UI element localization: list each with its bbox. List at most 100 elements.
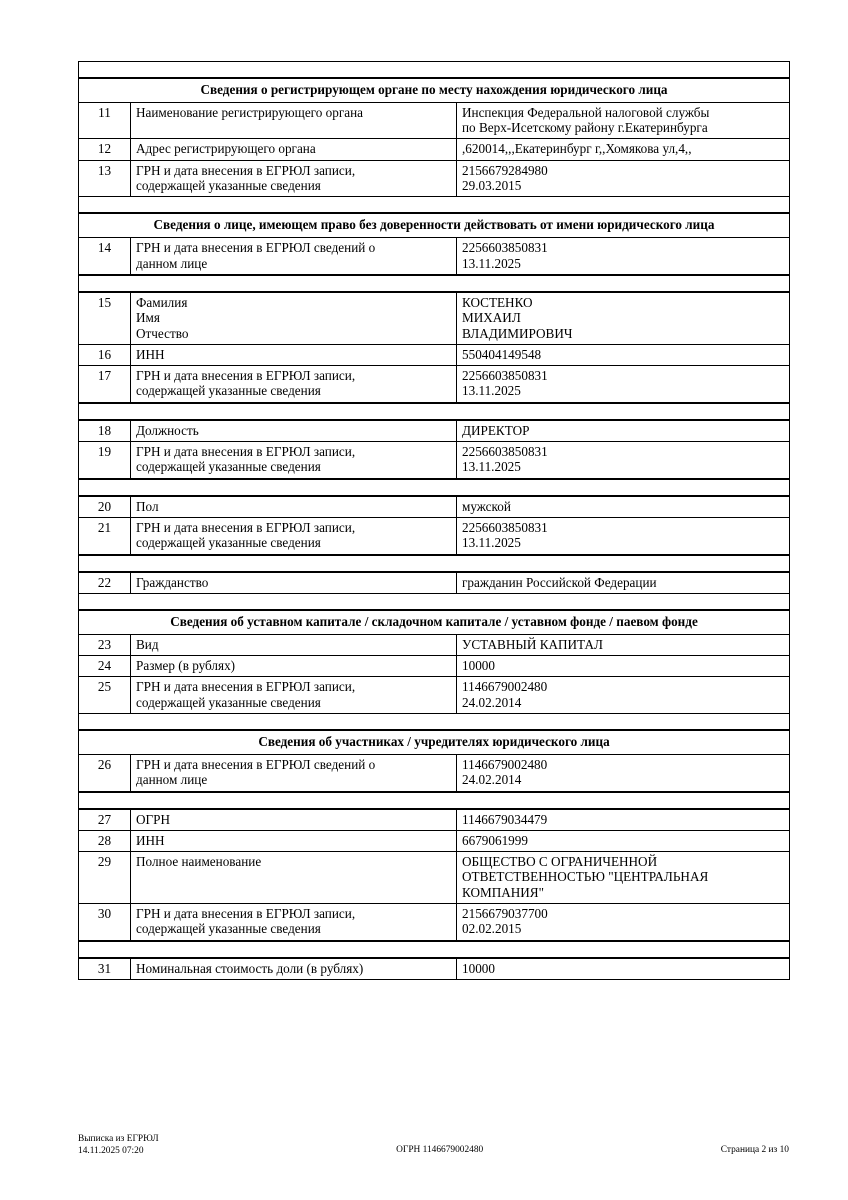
row-number: 16 xyxy=(78,343,131,367)
table-row: 11 Наименование регистрирующего органа И… xyxy=(78,101,791,140)
row-number: 19 xyxy=(78,441,131,480)
row-number: 17 xyxy=(78,365,131,404)
spacer-cell xyxy=(77,477,791,497)
section-header-registering-authority: Сведения о регистрирующем органе по мест… xyxy=(77,77,791,103)
row-value: УСТАВНЫЙ КАПИТАЛ xyxy=(455,633,791,657)
row-number: 31 xyxy=(78,957,131,980)
row-number: 13 xyxy=(78,159,131,198)
spacer-cell xyxy=(77,939,791,959)
row-value: 2256603850831 13.11.2025 xyxy=(455,237,791,276)
table-row: 24 Размер (в рублях) 10000 xyxy=(78,655,791,678)
row-value: 550404149548 xyxy=(455,343,791,367)
row-value: 10000 xyxy=(455,655,791,678)
row-label: Адрес регистрирующего органа xyxy=(130,138,457,161)
footer-page-number: Страница 2 из 10 xyxy=(720,1145,789,1155)
row-label: ГРН и дата внесения в ЕГРЮЛ записи, соде… xyxy=(130,516,457,556)
row-value: 2156679284980 29.03.2015 xyxy=(455,159,791,198)
section-header-charter-capital: Сведения об уставном капитале / складочн… xyxy=(77,609,791,635)
row-label: ГРН и дата внесения в ЕГРЮЛ записи, соде… xyxy=(130,159,457,198)
table-row: 18 Должность ДИРЕКТОР xyxy=(78,419,791,443)
table-row: 14 ГРН и дата внесения в ЕГРЮЛ сведений … xyxy=(78,237,791,276)
table-row: 16 ИНН 550404149548 xyxy=(78,343,791,367)
row-value: ОБЩЕСТВО С ОГРАНИЧЕННОЙ ОТВЕТСТВЕННОСТЬЮ… xyxy=(455,851,791,905)
table-row: 31 Номинальная стоимость доли (в рублях)… xyxy=(78,957,791,980)
footer-ogrn: ОГРН 1146679002480 xyxy=(396,1145,484,1155)
spacer-row xyxy=(77,592,791,611)
table-row: 26 ГРН и дата внесения в ЕГРЮЛ сведений … xyxy=(78,753,791,793)
table-body: Сведения о регистрирующем органе по мест… xyxy=(77,61,791,980)
row-number: 15 xyxy=(78,291,131,345)
row-number: 21 xyxy=(78,516,131,556)
row-value: КОСТЕНКО МИХАИЛ ВЛАДИМИРОВИЧ xyxy=(455,291,791,345)
row-number: 28 xyxy=(78,829,131,853)
row-number: 12 xyxy=(78,138,131,161)
row-label: ИНН xyxy=(130,829,457,853)
table-row: 20 Пол мужской xyxy=(78,495,791,518)
row-number: 14 xyxy=(78,237,131,276)
row-number: 27 xyxy=(78,808,131,831)
spacer-row xyxy=(77,790,791,810)
row-number: 26 xyxy=(78,753,131,793)
row-label: Размер (в рублях) xyxy=(130,655,457,678)
table-row: 15 Фамилия Имя Отчество КОСТЕНКО МИХАИЛ … xyxy=(78,291,791,345)
spacer-row xyxy=(77,477,791,497)
row-value: 2156679037700 02.02.2015 xyxy=(455,903,791,942)
section-header-authorized-person: Сведения о лице, имеющем право без довер… xyxy=(77,212,791,239)
section-header-row: Сведения о регистрирующем органе по мест… xyxy=(77,77,791,103)
row-value: 1146679002480 24.02.2014 xyxy=(455,753,791,793)
table-row: 17 ГРН и дата внесения в ЕГРЮЛ записи, с… xyxy=(78,365,791,404)
footer-document-info: Выписка из ЕГРЮЛ 14.11.2025 07:20 xyxy=(78,1134,159,1157)
row-number: 20 xyxy=(78,495,131,518)
row-label: Номинальная стоимость доли (в рублях) xyxy=(130,957,457,980)
table-row: 23 Вид УСТАВНЫЙ КАПИТАЛ xyxy=(78,633,791,657)
spacer-cell xyxy=(77,790,791,810)
section-header-row: Сведения о лице, имеющем право без довер… xyxy=(77,212,791,239)
spacer-cell xyxy=(77,592,791,611)
row-label: Вид xyxy=(130,633,457,657)
row-label: Фамилия Имя Отчество xyxy=(130,291,457,345)
row-label: ГРН и дата внесения в ЕГРЮЛ сведений о д… xyxy=(130,753,457,793)
row-number: 24 xyxy=(78,655,131,678)
spacer-row xyxy=(77,401,791,421)
row-value: Инспекция Федеральной налоговой службы п… xyxy=(455,101,791,140)
spacer-row xyxy=(77,273,791,293)
section-header-row: Сведения об участниках / учредителях юри… xyxy=(77,729,791,755)
spacer-cell xyxy=(77,553,791,573)
row-label: Пол xyxy=(130,495,457,518)
row-value: мужской xyxy=(455,495,791,518)
row-number: 22 xyxy=(78,571,131,594)
row-value: 1146679002480 24.02.2014 xyxy=(455,676,791,715)
row-label: Наименование регистрирующего органа xyxy=(130,101,457,140)
spacer-cell xyxy=(77,196,791,215)
row-value: 6679061999 xyxy=(455,829,791,853)
row-value: ,620014,,,Екатеринбург г,,Хомякова ул,4,… xyxy=(455,138,791,161)
row-number: 18 xyxy=(78,419,131,443)
row-label: Гражданство xyxy=(130,571,457,594)
row-value: гражданин Российской Федерации xyxy=(455,571,791,594)
table-row: 22 Гражданство гражданин Российской Феде… xyxy=(78,571,791,594)
table-row: 21 ГРН и дата внесения в ЕГРЮЛ записи, с… xyxy=(78,516,791,556)
row-label: ОГРН xyxy=(130,808,457,831)
row-label: Должность xyxy=(130,419,457,443)
spacer-row xyxy=(77,196,791,215)
section-header-participants: Сведения об участниках / учредителях юри… xyxy=(77,729,791,755)
spacer-row xyxy=(77,939,791,959)
table-row: 13 ГРН и дата внесения в ЕГРЮЛ записи, с… xyxy=(78,159,791,198)
spacer-row xyxy=(77,553,791,573)
row-value: ДИРЕКТОР xyxy=(455,419,791,443)
page-footer: Выписка из ЕГРЮЛ 14.11.2025 07:20 ОГРН 1… xyxy=(78,1133,789,1157)
spacer-cell xyxy=(77,713,791,732)
row-value: 2256603850831 13.11.2025 xyxy=(455,441,791,480)
spacer-row xyxy=(77,61,791,79)
row-label: ИНН xyxy=(130,343,457,367)
row-value: 2256603850831 13.11.2025 xyxy=(455,365,791,404)
table-row: 19 ГРН и дата внесения в ЕГРЮЛ записи, с… xyxy=(78,441,791,480)
spacer-cell xyxy=(77,61,791,79)
egrul-data-table: Сведения о регистрирующем органе по мест… xyxy=(77,61,791,980)
table-row: 29 Полное наименование ОБЩЕСТВО С ОГРАНИ… xyxy=(78,851,791,905)
section-header-row: Сведения об уставном капитале / складочн… xyxy=(77,609,791,635)
row-number: 29 xyxy=(78,851,131,905)
table-row: 25 ГРН и дата внесения в ЕГРЮЛ записи, с… xyxy=(78,676,791,715)
row-value: 1146679034479 xyxy=(455,808,791,831)
